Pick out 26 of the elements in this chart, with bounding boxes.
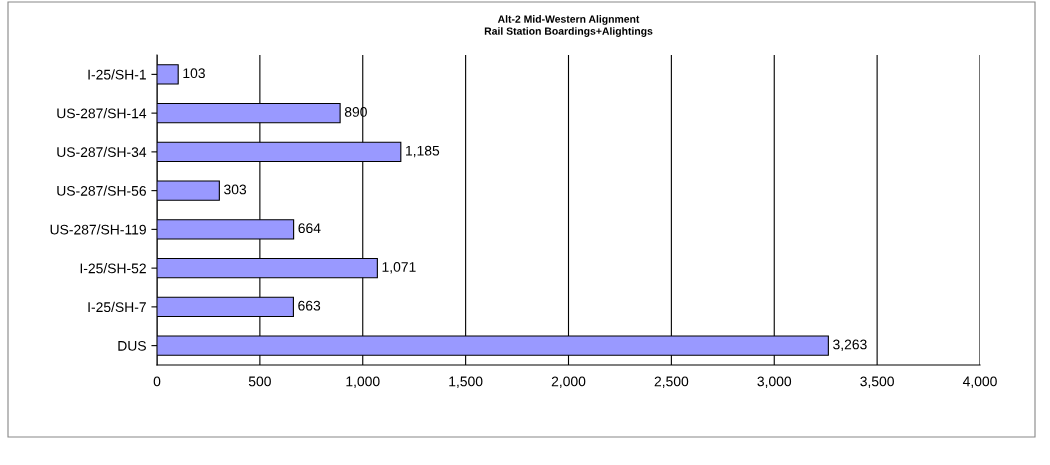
x-tick-label: 2,000: [551, 376, 586, 388]
data-label: 664: [298, 223, 321, 234]
data-label: 1,071: [382, 262, 416, 274]
x-tick-label: 1,500: [449, 376, 483, 388]
y-tick-label: I-25/SH-7: [88, 301, 146, 313]
x-tick-label: 500: [248, 376, 271, 387]
x-tick-label: 2,500: [654, 376, 689, 388]
x-tick-label: 3,000: [757, 376, 792, 388]
chart-title: Alt-2 Mid-Western Alignment: [497, 15, 640, 25]
y-tick-label: US-287/SH-34: [57, 146, 147, 158]
data-label: 1,185: [406, 145, 440, 158]
data-label: 663: [298, 300, 321, 311]
data-label: 3,263: [833, 339, 867, 351]
y-tick-label: DUS: [118, 340, 146, 351]
chart-subtitle: Rail Station Boardings+Alightings: [484, 27, 653, 37]
data-label: 103: [183, 68, 205, 79]
y-tick-label: I-25/SH-1: [88, 69, 146, 80]
x-tick-label: 3,500: [860, 376, 894, 388]
y-tick-label: US-287/SH-56: [57, 185, 146, 196]
x-tick-label: 4,000: [962, 376, 997, 388]
data-label: 303: [224, 184, 247, 195]
y-tick-label: US-287/SH-14: [57, 108, 147, 119]
x-tick-label: 0: [153, 376, 161, 387]
y-tick-label: I-25/SH-52: [80, 263, 146, 274]
y-tick-label: US-287/SH-119: [50, 224, 146, 235]
x-tick-label: 1,000: [346, 376, 380, 388]
